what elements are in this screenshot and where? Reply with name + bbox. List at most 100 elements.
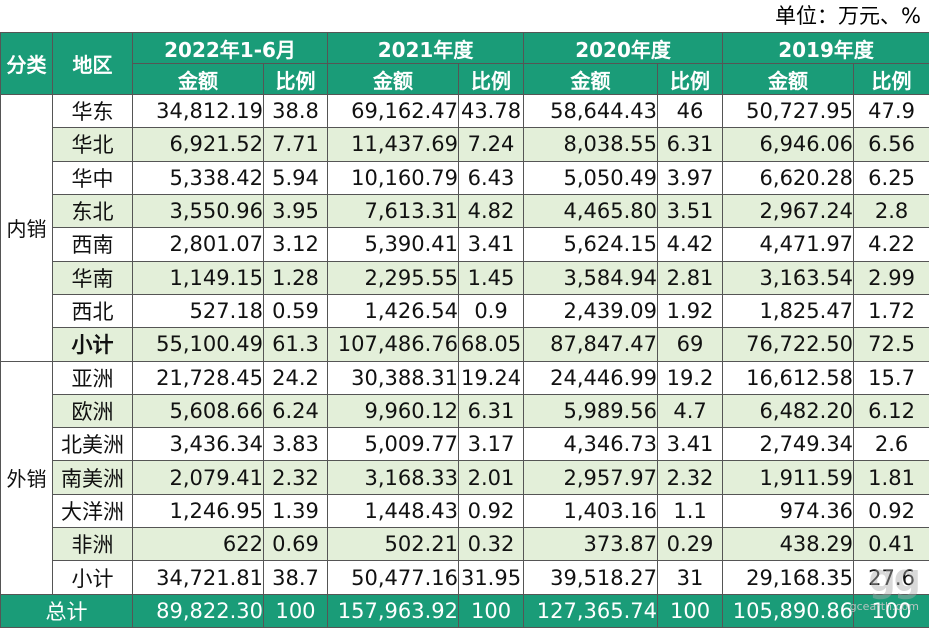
ratio-cell: 6.43 <box>458 160 525 195</box>
ratio-cell: 2.32 <box>262 460 329 495</box>
ratio-cell: 31 <box>657 560 724 595</box>
sales-by-region-table: 分类 地区 2022年1-6月 2021年度 2020年度 2019年度 金额 … <box>0 32 929 628</box>
total-amount-cell: 127,365.74 <box>523 593 659 628</box>
amount-cell: 5,338.42 <box>132 160 264 195</box>
amount-cell: 3,550.96 <box>132 193 264 229</box>
amount-cell: 2,801.07 <box>132 227 264 262</box>
table-row: 东北 3,550.96 3.95 7,613.31 4.82 4,465.80 3.51 2,… <box>1 193 929 229</box>
ratio-cell: 0.32 <box>458 527 525 562</box>
ratio-cell: 0.92 <box>853 493 929 529</box>
amount-cell: 1,149.15 <box>132 260 264 295</box>
amount-cell: 8,038.55 <box>523 127 659 162</box>
ratio-cell: 2.81 <box>657 260 724 295</box>
amount-cell: 34,721.81 <box>132 560 264 595</box>
ratio-cell: 6.24 <box>262 393 329 429</box>
table-row: 南美洲 2,079.41 2.32 3,168.33 2.01 2,957.97 2.32 1… <box>1 460 929 495</box>
table-row: 华南 1,149.15 1.28 2,295.55 1.45 3,584.94 2.81 3,… <box>1 260 929 295</box>
header-period: 2019年度 <box>722 32 929 64</box>
ratio-cell: 1.28 <box>262 260 329 295</box>
region-cell: 华中 <box>52 160 133 195</box>
amount-cell: 21,728.45 <box>132 360 264 395</box>
region-cell: 小计 <box>52 327 133 362</box>
region-cell: 北美洲 <box>52 427 133 462</box>
ratio-cell: 43.78 <box>458 93 525 129</box>
ratio-cell: 1.39 <box>262 493 329 529</box>
ratio-cell: 2.6 <box>853 427 929 462</box>
ratio-cell: 19.24 <box>458 360 525 395</box>
ratio-cell: 7.24 <box>458 127 525 162</box>
ratio-cell: 46 <box>657 93 724 129</box>
region-cell: 华南 <box>52 260 133 295</box>
amount-cell: 438.29 <box>722 527 855 562</box>
ratio-cell: 4.22 <box>853 227 929 262</box>
total-amount-cell: 89,822.30 <box>132 593 264 628</box>
ratio-cell: 6.31 <box>657 127 724 162</box>
ratio-cell: 3.83 <box>262 427 329 462</box>
header-amount: 金额 <box>132 63 264 95</box>
amount-cell: 16,612.58 <box>722 360 855 395</box>
amount-cell: 2,079.41 <box>132 460 264 495</box>
table-row: 非洲 622 0.69 502.21 0.32 373.87 0.29 438.29 0.41 <box>1 527 929 562</box>
amount-cell: 1,448.43 <box>327 493 460 529</box>
ratio-cell: 5.94 <box>262 160 329 195</box>
table-row: 西南 2,801.07 3.12 5,390.41 3.41 5,624.15 4.42 4,… <box>1 227 929 262</box>
amount-cell: 2,957.97 <box>523 460 659 495</box>
total-ratio-cell: 100 <box>262 593 329 628</box>
amount-cell: 2,439.09 <box>523 293 659 329</box>
amount-cell: 502.21 <box>327 527 460 562</box>
ratio-cell: 0.92 <box>458 493 525 529</box>
header-ratio: 比例 <box>853 63 929 95</box>
ratio-cell: 27.6 <box>853 560 929 595</box>
table-row: 西北 527.18 0.59 1,426.54 0.9 2,439.09 1.92 1,825… <box>1 293 929 329</box>
ratio-cell: 0.29 <box>657 527 724 562</box>
total-ratio-cell: 100 <box>458 593 525 628</box>
ratio-cell: 72.5 <box>853 327 929 362</box>
ratio-cell: 3.51 <box>657 193 724 229</box>
table-row: 大洋洲 1,246.95 1.39 1,448.43 0.92 1,403.16 1.1 97… <box>1 493 929 529</box>
region-cell: 大洋洲 <box>52 493 133 529</box>
ratio-cell: 1.45 <box>458 260 525 295</box>
header-amount: 金额 <box>523 63 659 95</box>
amount-cell: 34,812.19 <box>132 93 264 129</box>
ratio-cell: 1.81 <box>853 460 929 495</box>
category-cell: 内销 <box>0 94 53 362</box>
ratio-cell: 3.97 <box>657 160 724 195</box>
ratio-cell: 1.92 <box>657 293 724 329</box>
header-row-metrics: 金额 比例 金额 比例 金额 比例 金额 比例 <box>1 63 929 95</box>
region-cell: 南美洲 <box>52 460 133 495</box>
amount-cell: 2,967.24 <box>722 193 855 229</box>
ratio-cell: 3.41 <box>657 427 724 462</box>
table-row: 小计 55,100.49 61.3 107,486.76 68.05 87,847.47 6… <box>1 327 929 362</box>
ratio-cell: 2.8 <box>853 193 929 229</box>
category-cell: 外销 <box>0 360 53 595</box>
amount-cell: 1,825.47 <box>722 293 855 329</box>
ratio-cell: 6.56 <box>853 127 929 162</box>
ratio-cell: 38.8 <box>262 93 329 129</box>
amount-cell: 39,518.27 <box>523 560 659 595</box>
ratio-cell: 4.7 <box>657 393 724 429</box>
amount-cell: 6,482.20 <box>722 393 855 429</box>
ratio-cell: 0.59 <box>262 293 329 329</box>
amount-cell: 373.87 <box>523 527 659 562</box>
table-row: 欧洲 5,608.66 6.24 9,960.12 6.31 5,989.56 4.7 6,4… <box>1 393 929 429</box>
table-row: 北美洲 3,436.34 3.83 5,009.77 3.17 4,346.73 3.41 2… <box>1 427 929 462</box>
ratio-cell: 1.1 <box>657 493 724 529</box>
amount-cell: 1,911.59 <box>722 460 855 495</box>
table-row: 小计 34,721.81 38.7 50,477.16 31.95 39,518.27 31… <box>1 560 929 595</box>
ratio-cell: 0.69 <box>262 527 329 562</box>
header-ratio: 比例 <box>458 63 525 95</box>
table-row: 华北 6,921.52 7.71 11,437.69 7.24 8,038.55 6.31 6… <box>1 127 929 162</box>
amount-cell: 4,346.73 <box>523 427 659 462</box>
ratio-cell: 1.72 <box>853 293 929 329</box>
ratio-cell: 68.05 <box>458 327 525 362</box>
amount-cell: 4,465.80 <box>523 193 659 229</box>
amount-cell: 622 <box>132 527 264 562</box>
total-label: 总计 <box>0 593 133 628</box>
region-cell: 非洲 <box>52 527 133 562</box>
ratio-cell: 3.95 <box>262 193 329 229</box>
amount-cell: 3,163.54 <box>722 260 855 295</box>
amount-cell: 5,390.41 <box>327 227 460 262</box>
total-amount-cell: 157,963.92 <box>327 593 460 628</box>
ratio-cell: 2.01 <box>458 460 525 495</box>
header-region: 地区 <box>52 32 133 95</box>
